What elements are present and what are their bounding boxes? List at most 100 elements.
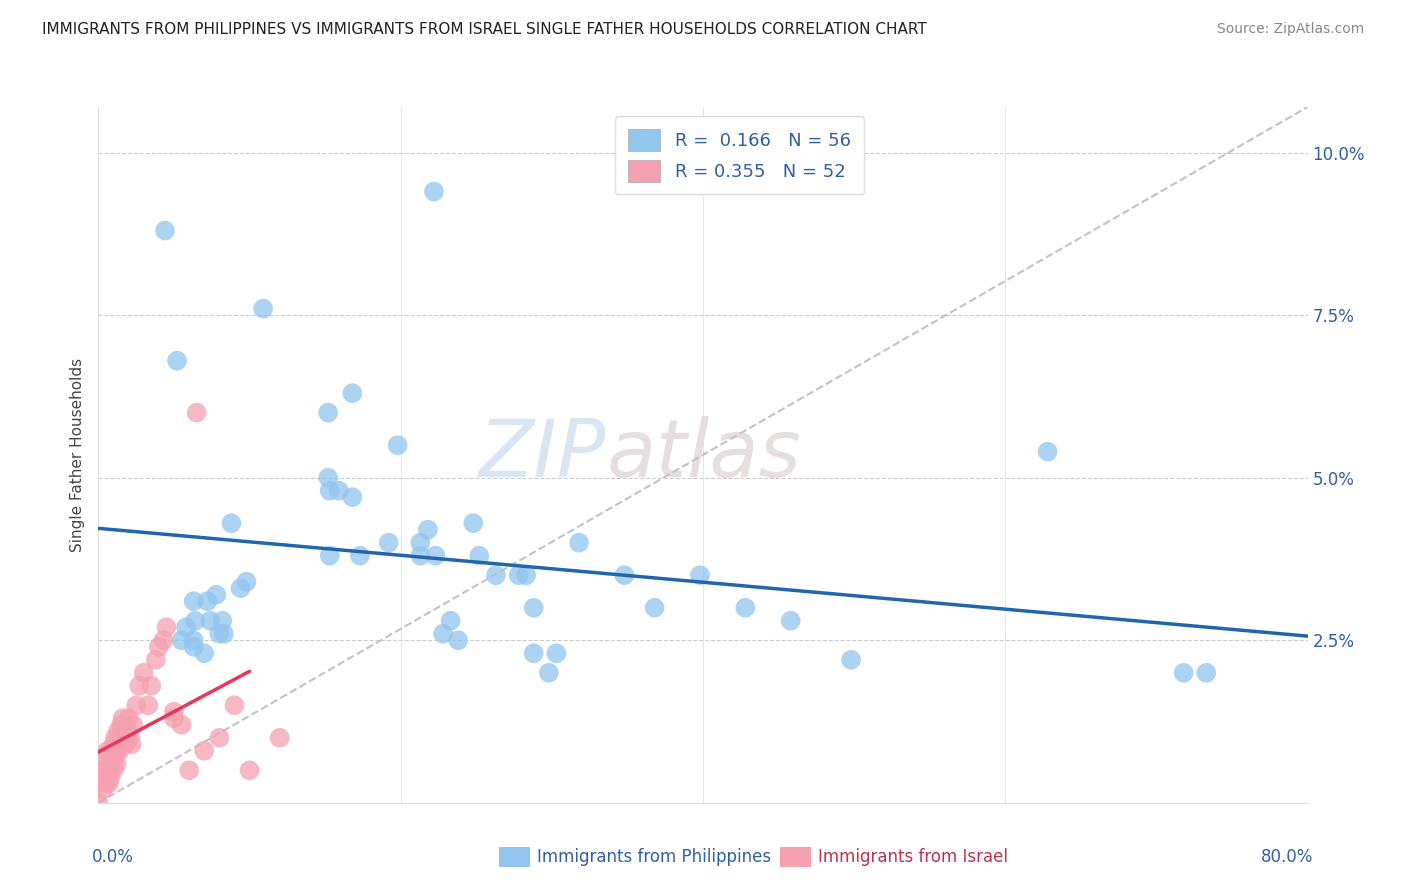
Point <box>89 776 111 790</box>
Point <box>193 646 215 660</box>
Point <box>132 665 155 680</box>
Point <box>734 600 756 615</box>
Point <box>101 756 124 771</box>
Point <box>689 568 711 582</box>
Point <box>108 744 131 758</box>
Text: 80.0%: 80.0% <box>1261 848 1313 866</box>
Point <box>112 731 135 745</box>
Point <box>316 471 339 485</box>
Text: Source: ZipAtlas.com: Source: ZipAtlas.com <box>1216 22 1364 37</box>
Point <box>153 224 176 238</box>
Text: ZIP: ZIP <box>479 416 606 494</box>
Point <box>141 679 163 693</box>
Point <box>193 744 215 758</box>
Point <box>229 581 252 595</box>
Point <box>523 600 546 615</box>
Point <box>342 386 364 401</box>
Text: Immigrants from Israel: Immigrants from Israel <box>818 848 1008 866</box>
Point <box>1173 665 1195 680</box>
Point <box>87 796 110 810</box>
Point <box>179 764 201 778</box>
Point <box>128 679 150 693</box>
Point <box>122 718 145 732</box>
Point <box>152 633 174 648</box>
Point <box>163 705 186 719</box>
Point <box>105 744 128 758</box>
Point <box>183 633 205 648</box>
Point <box>387 438 409 452</box>
Point <box>432 626 454 640</box>
Point <box>779 614 801 628</box>
Point <box>447 633 470 648</box>
Point <box>485 568 508 582</box>
Point <box>211 614 233 628</box>
Point <box>103 764 125 778</box>
Point <box>269 731 291 745</box>
Point <box>537 665 560 680</box>
Point <box>425 549 447 563</box>
Point <box>409 535 432 549</box>
Point <box>115 724 138 739</box>
Point <box>148 640 170 654</box>
Point <box>523 646 546 660</box>
Point <box>166 353 188 368</box>
Point <box>318 549 340 563</box>
Point <box>121 737 143 751</box>
Point <box>120 731 142 745</box>
Point <box>318 483 340 498</box>
Point <box>212 626 235 640</box>
Point <box>252 301 274 316</box>
Point <box>316 406 339 420</box>
Point <box>104 750 127 764</box>
Point <box>100 770 122 784</box>
Point <box>93 770 115 784</box>
Point <box>183 594 205 608</box>
Point <box>184 614 207 628</box>
Point <box>100 744 122 758</box>
Point <box>568 535 591 549</box>
Point <box>103 737 125 751</box>
Point <box>423 185 446 199</box>
Point <box>107 737 129 751</box>
Point <box>91 782 114 797</box>
Point <box>96 744 118 758</box>
Point <box>224 698 246 713</box>
Point <box>377 535 399 549</box>
Point <box>208 731 231 745</box>
Point <box>118 711 141 725</box>
Point <box>342 490 364 504</box>
Point <box>114 737 136 751</box>
Point <box>145 653 167 667</box>
Point <box>200 614 222 628</box>
Point <box>235 574 257 589</box>
Point <box>205 588 228 602</box>
Point <box>644 600 666 615</box>
Point <box>463 516 485 531</box>
Point <box>125 698 148 713</box>
Point <box>613 568 636 582</box>
Point <box>186 406 208 420</box>
Point <box>439 614 461 628</box>
Point <box>183 640 205 654</box>
Point <box>170 633 193 648</box>
Point <box>94 776 117 790</box>
Point <box>105 756 128 771</box>
Text: Immigrants from Philippines: Immigrants from Philippines <box>537 848 772 866</box>
Point <box>468 549 491 563</box>
Point <box>416 523 439 537</box>
Point <box>1036 444 1059 458</box>
Point <box>515 568 537 582</box>
Point <box>104 731 127 745</box>
Point <box>349 549 371 563</box>
Point <box>409 549 432 563</box>
Point <box>328 483 350 498</box>
Point <box>546 646 568 660</box>
Point <box>98 756 121 771</box>
Legend: R =  0.166   N = 56, R = 0.355   N = 52: R = 0.166 N = 56, R = 0.355 N = 52 <box>616 116 863 194</box>
Y-axis label: Single Father Households: Single Father Households <box>70 358 86 552</box>
Point <box>136 698 159 713</box>
Point <box>155 620 177 634</box>
Point <box>96 764 118 778</box>
Point <box>239 764 262 778</box>
Point <box>110 731 132 745</box>
